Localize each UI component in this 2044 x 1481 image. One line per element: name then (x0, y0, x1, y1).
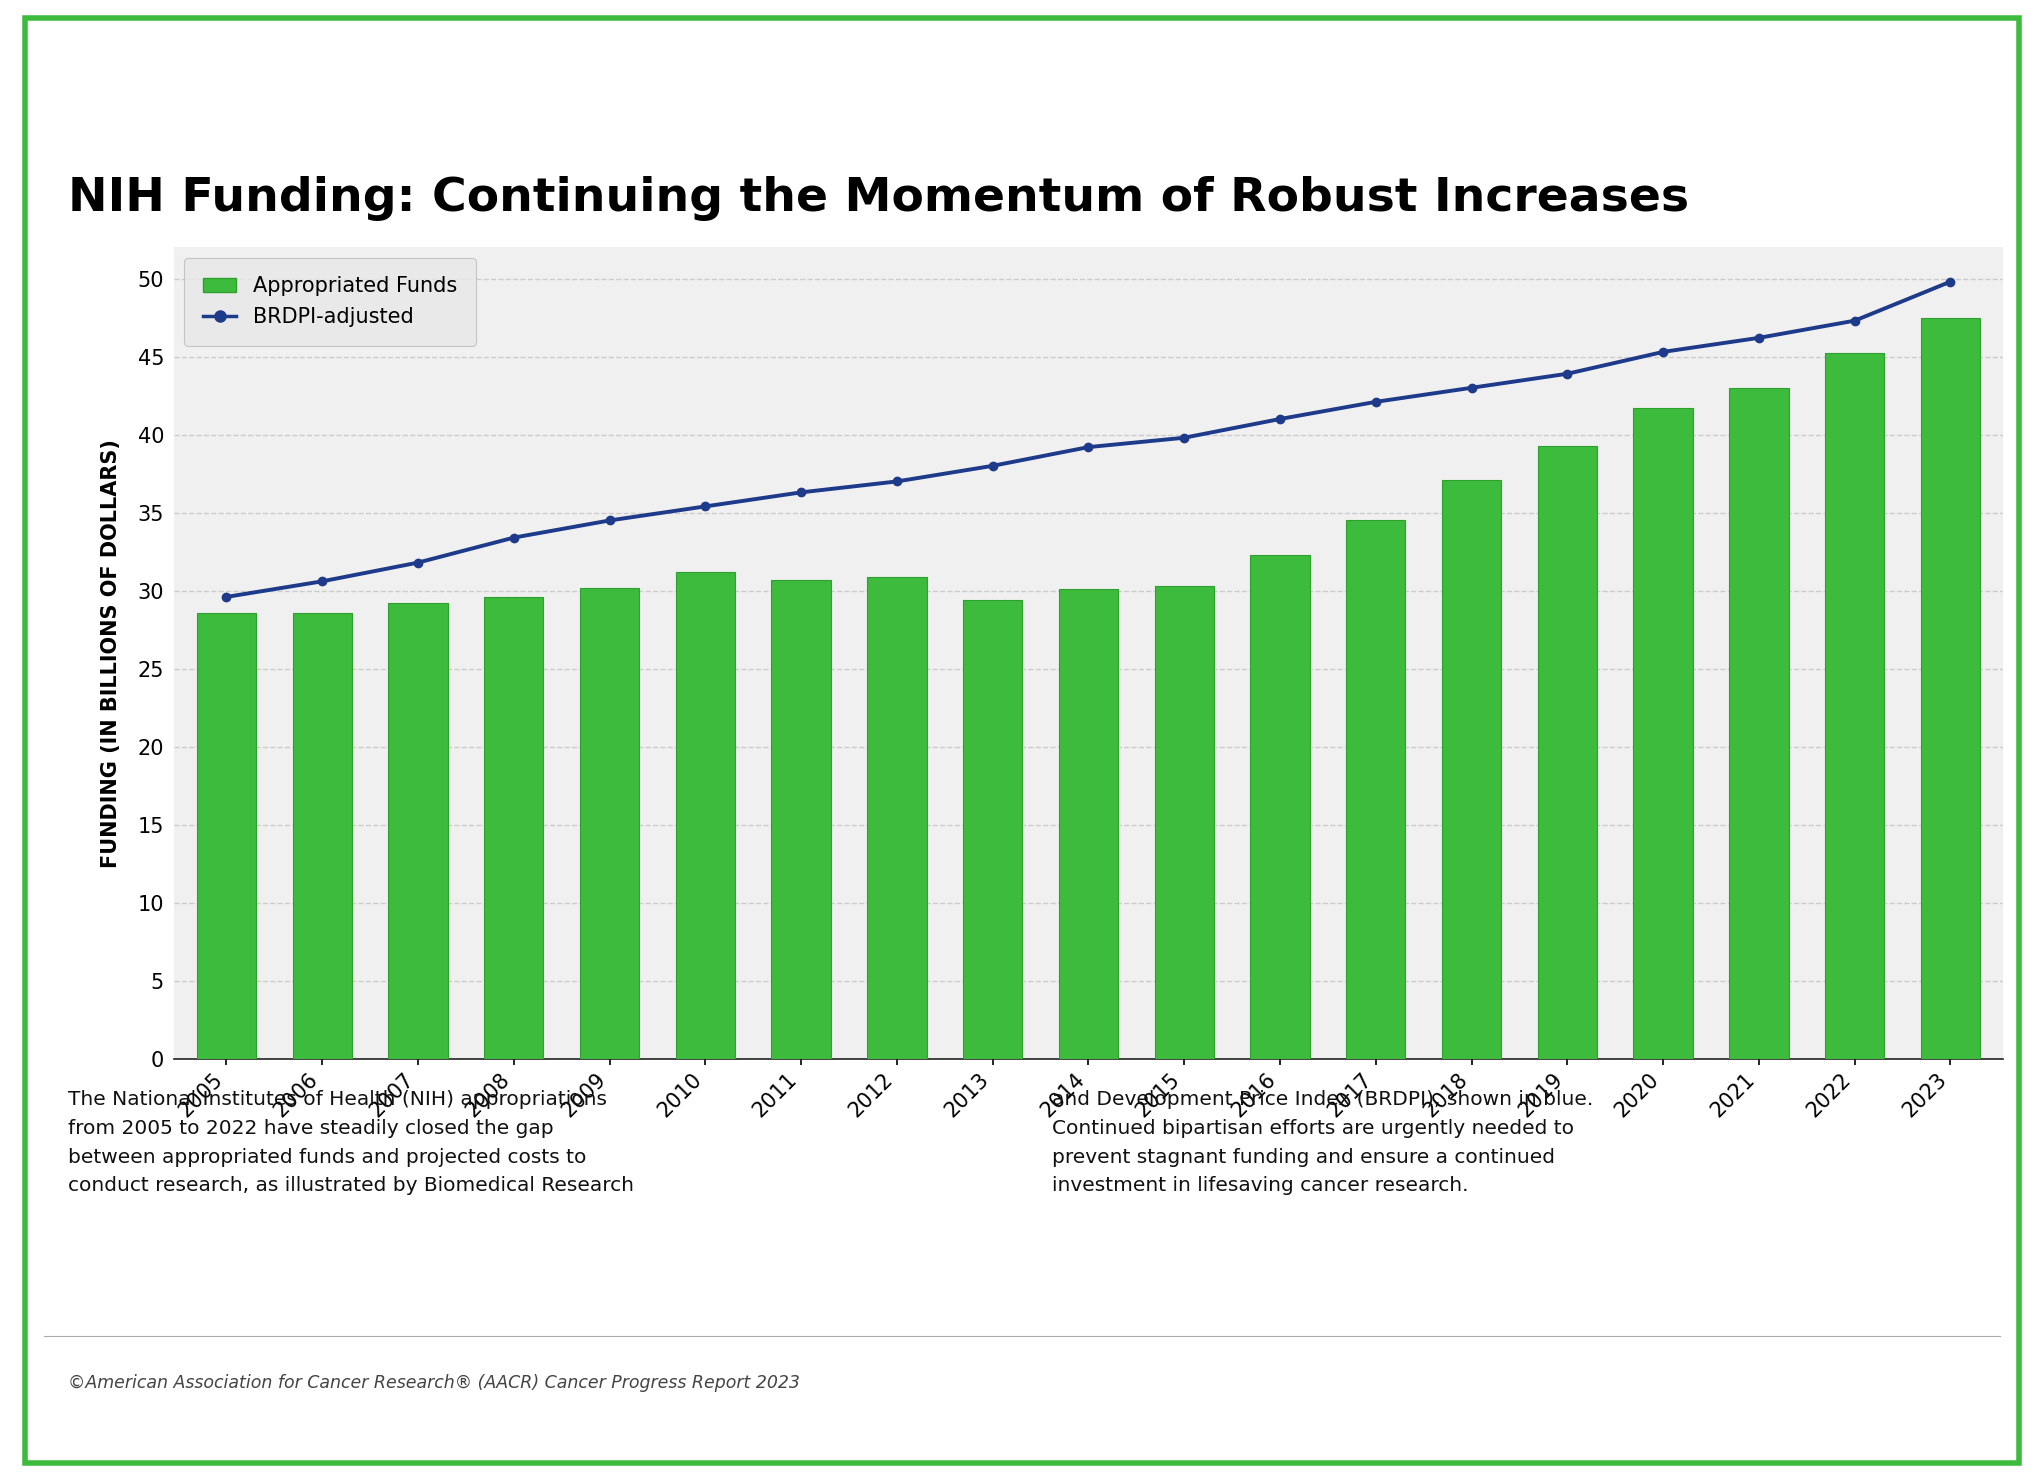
Bar (1441, 480, 1500, 1059)
Bar (1633, 409, 1692, 1059)
Bar (580, 588, 640, 1059)
Bar (677, 572, 736, 1059)
Bar (292, 613, 352, 1059)
Bar (1251, 555, 1310, 1059)
Bar (771, 579, 830, 1059)
Bar (388, 603, 448, 1059)
Legend: Appropriated Funds, BRDPI-adjusted: Appropriated Funds, BRDPI-adjusted (184, 258, 476, 345)
Bar (484, 597, 544, 1059)
Bar (1155, 586, 1214, 1059)
Polygon shape (270, 18, 300, 136)
Text: and Development Price Index (BRDPI), shown in blue.
Continued bipartisan efforts: and Development Price Index (BRDPI), sho… (1053, 1090, 1592, 1195)
Text: ©American Association for Cancer Research® (AACR) Cancer Progress Report 2023: ©American Association for Cancer Researc… (67, 1374, 801, 1392)
Bar (1729, 388, 1788, 1059)
Bar (867, 576, 926, 1059)
Bar (1059, 589, 1118, 1059)
Text: NIH Funding: Continuing the Momentum of Robust Increases: NIH Funding: Continuing the Momentum of … (67, 176, 1690, 222)
Bar (1825, 354, 1885, 1059)
Bar (963, 600, 1022, 1059)
Text: The National Institutes of Health (NIH) appropriations
from 2005 to 2022 have st: The National Institutes of Health (NIH) … (67, 1090, 634, 1195)
Bar (1347, 520, 1406, 1059)
Y-axis label: FUNDING (IN BILLIONS OF DOLLARS): FUNDING (IN BILLIONS OF DOLLARS) (100, 438, 121, 868)
Text: FIGURE 22: FIGURE 22 (61, 64, 223, 90)
Bar (1537, 446, 1596, 1059)
Bar (1921, 317, 1981, 1059)
Polygon shape (253, 18, 284, 136)
Bar (196, 613, 256, 1059)
